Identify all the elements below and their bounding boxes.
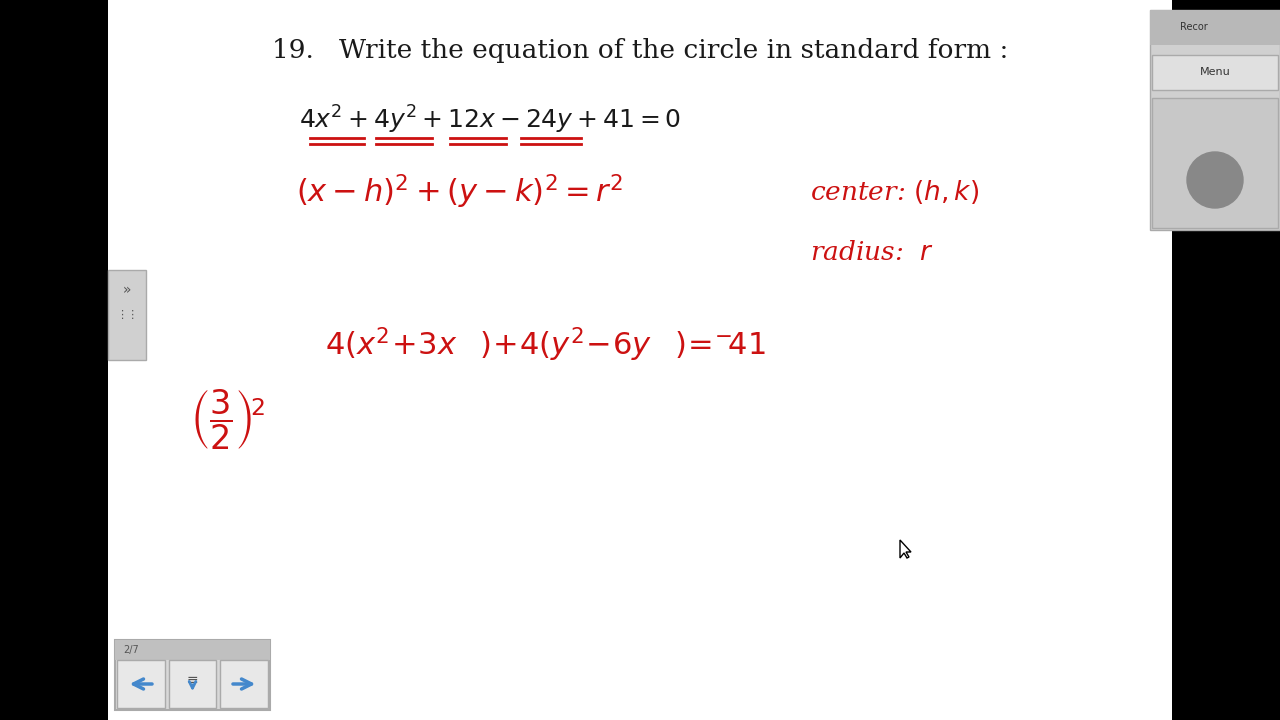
Text: ⋮⋮: ⋮⋮ [116,310,138,320]
Text: $4(x^2\!+\!3x\;\;\;)\!+\!4(y^2\!-\!6y\;\;\;)\!=\!{}^{-}\!41$: $4(x^2\!+\!3x\;\;\;)\!+\!4(y^2\!-\!6y\;\… [325,325,765,364]
Text: 2/7: 2/7 [123,645,138,655]
Text: Recor: Recor [1180,22,1208,32]
Bar [115,640,270,660]
Circle shape [1187,152,1243,208]
Text: 19.   Write the equation of the circle in standard form :: 19. Write the equation of the circle in … [271,37,1009,63]
Text: $(x-h)^2+(y-k)^2=r^2$: $(x-h)^2+(y-k)^2=r^2$ [297,173,623,211]
Text: $4x^2+4y^2+12x-24y+41=0$: $4x^2+4y^2+12x-24y+41=0$ [300,104,681,136]
Bar [108,270,146,360]
Text: ≡: ≡ [187,673,198,687]
Bar [169,660,216,708]
Bar [116,660,165,708]
Bar [115,640,270,710]
Polygon shape [900,540,911,558]
Bar [1152,98,1277,228]
Text: $\left(\dfrac{3}{2}\right)^{\!2}$: $\left(\dfrac{3}{2}\right)^{\!2}$ [191,388,266,452]
Text: Menu: Menu [1199,67,1230,77]
Bar [1149,10,1280,45]
Bar [1149,10,1280,230]
Bar [220,660,268,708]
Text: radius:  $r$: radius: $r$ [810,240,934,264]
Text: center: $(h,k)$: center: $(h,k)$ [810,178,979,206]
Bar [1152,55,1277,90]
Bar [108,0,1172,720]
Text: »: » [123,283,132,297]
